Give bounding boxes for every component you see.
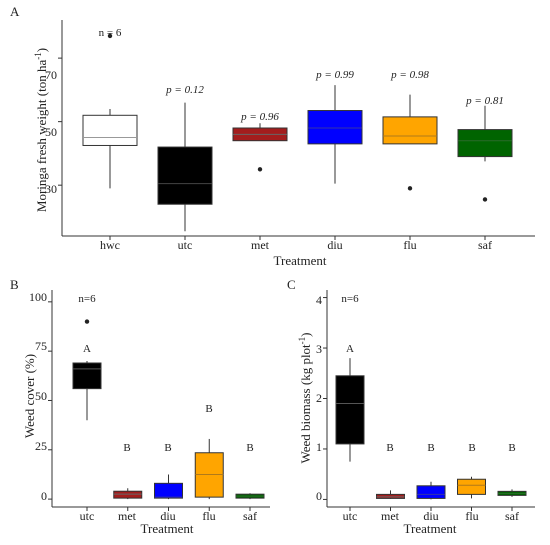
panel-a-outlier-point <box>257 167 263 172</box>
panel-c-ytick: 3 <box>316 342 322 356</box>
panel-a-ylabel: Moringa fresh weight (ton ha-1) <box>33 48 49 212</box>
panel-c-annotation: B <box>468 442 475 454</box>
panel-b-box <box>154 482 183 499</box>
panel-c-box <box>335 375 365 445</box>
panel-c-plot <box>323 290 535 511</box>
panel-b-ylabel: Weed cover (%) <box>22 354 37 438</box>
panel-a-ytick: 30 <box>45 182 57 196</box>
panel-a-outlier-point <box>107 33 113 39</box>
panel-a-annotation: p = 0.96 <box>240 111 279 123</box>
panel-b-plot <box>48 290 270 511</box>
panel-a-xtick: hwc <box>100 238 120 252</box>
panel-a-xlabel: Treatment <box>274 253 327 268</box>
panel-c-ylabel: Weed biomass (kg plot-1) <box>297 332 313 463</box>
panel-a-ylabel-sup: -1 <box>33 52 43 60</box>
panel-b-ytick: 25 <box>35 439 47 453</box>
panel-a-xtick: diu <box>327 238 342 252</box>
panel-b-xtick: met <box>118 509 137 523</box>
panel-b-outlier-point <box>84 319 90 324</box>
panel-c-xlabel: Treatment <box>404 521 457 536</box>
panel-a: A Moringa fresh weight (ton ha-1) Treatm… <box>10 4 535 268</box>
panel-c-annotation: B <box>386 442 393 454</box>
panel-a-annotation: p = 0.99 <box>315 69 354 81</box>
panel-b-ytick: 50 <box>35 389 47 403</box>
panel-b-xtick: diu <box>160 509 175 523</box>
panel-c-xtick: saf <box>505 509 519 523</box>
panel-c-ytick: 4 <box>316 293 322 307</box>
panel-c-annotation: B <box>427 442 434 454</box>
panel-c-annotation: A <box>346 343 354 355</box>
panel-b-ytick: 0 <box>41 489 47 503</box>
panel-a-letter: A <box>10 4 20 19</box>
panel-b: B Weed cover (%) Treatment 0 25 50 75 10… <box>10 277 270 536</box>
panel-a-ytick: 50 <box>45 125 57 139</box>
panel-a-outlier-point <box>407 186 413 191</box>
panel-c-box <box>416 485 446 499</box>
panel-a-annotation: n = 6 <box>99 27 122 39</box>
panel-b-ytick: 100 <box>29 290 47 304</box>
panel-b-annotation: B <box>123 442 130 454</box>
panel-b-box <box>72 362 102 390</box>
panel-a-annotation: p = 0.98 <box>390 69 429 81</box>
panel-c-xtick: met <box>381 509 400 523</box>
panel-c-xtick: flu <box>465 509 478 523</box>
panel-c-box <box>376 493 405 499</box>
panel-b-ytick: 75 <box>35 339 47 353</box>
panel-c-ytick: 1 <box>316 440 322 454</box>
panel-c-ylabel-sup: -1 <box>297 337 307 345</box>
panel-b-annotation: B <box>246 442 253 454</box>
panel-b-annotation: B <box>205 403 212 415</box>
panel-c: C Weed biomass (kg plot-1) Treatment 0 1… <box>287 277 535 536</box>
panel-c-letter: C <box>287 277 296 292</box>
panel-c-ylabel-end: ) <box>298 332 313 336</box>
panel-a-ylabel-main: Moringa fresh weight (ton ha <box>34 60 49 213</box>
panel-a-annotation: p = 0.12 <box>165 84 204 96</box>
panel-a-xtick: met <box>251 238 270 252</box>
panel-c-ytick: 0 <box>316 489 322 503</box>
panel-b-xtick: saf <box>243 509 257 523</box>
panel-a-ytick: 70 <box>45 68 57 82</box>
panel-a-annotation: p = 0.81 <box>465 95 504 107</box>
panel-b-xtick: utc <box>80 509 95 523</box>
panel-a-box <box>382 116 438 145</box>
panel-a-plot <box>58 20 535 240</box>
panel-a-box <box>157 146 213 205</box>
panel-b-xtick: flu <box>202 509 215 523</box>
panel-b-annotation: B <box>164 442 171 454</box>
panel-a-xtick: flu <box>403 238 416 252</box>
panel-a-box <box>82 114 138 146</box>
panel-c-xtick: utc <box>343 509 358 523</box>
panel-a-box <box>307 110 363 145</box>
panel-c-ylabel-main: Weed biomass (kg plot <box>298 344 313 464</box>
panel-c-box <box>457 478 486 495</box>
panel-b-letter: B <box>10 277 19 292</box>
panel-a-xtick: saf <box>478 238 492 252</box>
panel-a-xtick: utc <box>178 238 193 252</box>
panel-a-ylabel-end: ) <box>34 48 49 52</box>
panel-c-annotation: n=6 <box>341 293 359 305</box>
panel-a-box <box>457 129 513 158</box>
panel-b-annotation: A <box>83 343 91 355</box>
panel-a-outlier-point <box>482 197 488 202</box>
panel-c-annotation: B <box>508 442 515 454</box>
panel-c-ytick: 2 <box>316 391 322 405</box>
panel-b-xlabel: Treatment <box>141 521 194 536</box>
panel-c-xtick: diu <box>423 509 438 523</box>
panel-b-annotation: n=6 <box>78 293 96 305</box>
